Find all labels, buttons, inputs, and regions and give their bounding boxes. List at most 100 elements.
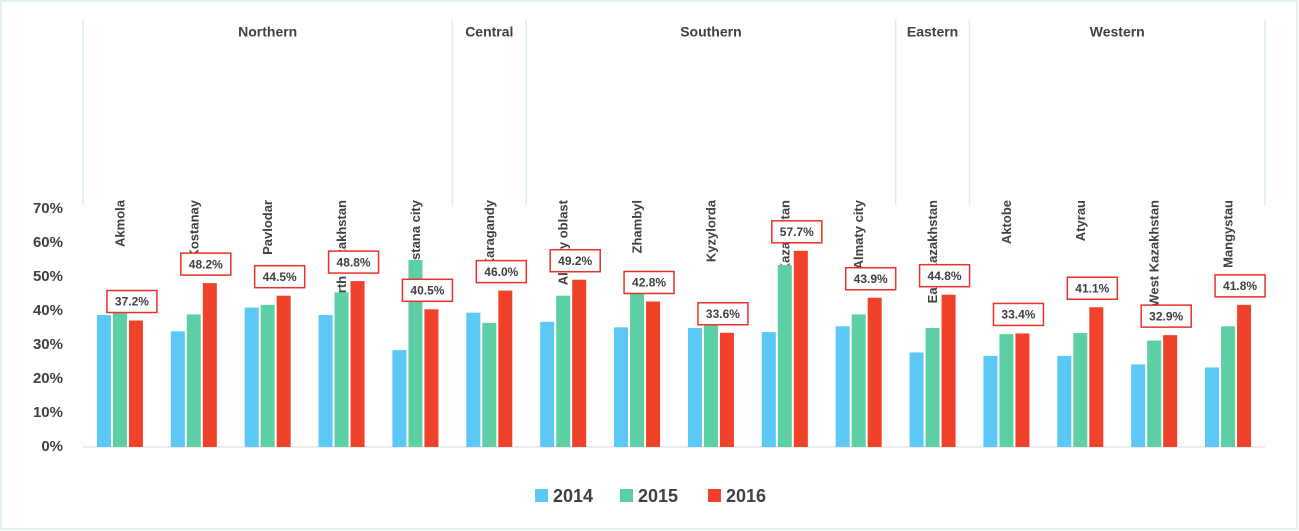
bar [540, 321, 555, 447]
group-label: Southern [680, 24, 741, 40]
bar [1073, 333, 1088, 447]
bar [835, 326, 850, 447]
bar [703, 307, 718, 447]
bar [186, 314, 201, 447]
bar [424, 309, 439, 447]
data-label-box [623, 270, 675, 295]
data-label: 46.0% [484, 265, 518, 279]
bar [646, 301, 661, 447]
data-label-box [475, 259, 528, 284]
bar [614, 327, 629, 447]
data-label-box [1214, 274, 1266, 298]
bar [793, 250, 808, 447]
legend-label: 2016 [726, 486, 766, 506]
y-tick-label: 10% [33, 404, 63, 421]
data-label: 44.8% [928, 269, 962, 283]
data-label: 41.8% [1223, 279, 1257, 293]
bar [1147, 340, 1162, 447]
data-label-box [771, 220, 823, 244]
bar [334, 292, 349, 447]
data-label: 33.4% [1001, 308, 1035, 322]
data-label: 37.2% [115, 295, 149, 309]
bar [630, 290, 645, 447]
bar [925, 328, 940, 447]
data-label-box [180, 252, 232, 276]
bar [408, 260, 423, 447]
data-label-box [992, 302, 1045, 327]
y-tick-label: 30% [33, 336, 63, 353]
bar [128, 320, 143, 447]
y-tick-label: 40% [33, 302, 63, 319]
bar [170, 331, 185, 447]
bar [1131, 364, 1146, 447]
y-tick-label: 50% [33, 268, 63, 285]
data-label-box [1066, 276, 1119, 301]
data-label: 49.2% [558, 254, 592, 268]
bar [572, 279, 587, 447]
x-tick-label: Pavlodar [260, 200, 275, 255]
bar [392, 350, 407, 447]
data-label-box [918, 263, 971, 288]
bar [851, 314, 866, 447]
x-tick-label: Atyrau [1073, 200, 1088, 241]
x-tick-label: Almaty city [851, 199, 866, 269]
legend-label: 2014 [553, 486, 593, 506]
bar [96, 315, 111, 447]
data-label: 57.7% [780, 225, 814, 239]
data-label: 42.8% [632, 276, 666, 290]
data-label: 44.5% [263, 270, 297, 284]
bar [202, 283, 217, 447]
data-label: 33.6% [706, 307, 740, 321]
bar [350, 281, 365, 447]
bar [867, 297, 882, 447]
bar [1163, 335, 1178, 447]
bar [909, 352, 924, 447]
x-tick-label: Aktobe [999, 200, 1014, 244]
x-tick-label: Zhambyl [630, 200, 645, 253]
data-label-box [106, 289, 158, 314]
data-label-box [401, 278, 454, 303]
x-tick-label: Kostanay [186, 199, 201, 258]
x-tick-label: East Kazakhstan [925, 200, 940, 303]
x-tick-label: Kyzylorda [703, 199, 718, 262]
bar [466, 312, 481, 447]
bar [777, 265, 792, 447]
bar [687, 328, 702, 447]
x-tick-label: Astana city [408, 199, 423, 269]
group-label: Eastern [907, 24, 958, 40]
bar [276, 295, 291, 447]
group-label: Central [465, 24, 513, 40]
legend-label: 2015 [638, 486, 678, 506]
data-label: 32.9% [1149, 309, 1183, 323]
y-tick-label: 60% [33, 234, 63, 251]
bar [482, 322, 497, 447]
data-label-box [1140, 304, 1192, 328]
data-label: 48.8% [337, 255, 371, 269]
bar [999, 334, 1014, 447]
data-label-box [697, 302, 749, 326]
bar [719, 332, 734, 447]
bar [556, 295, 571, 447]
bar [941, 294, 956, 447]
bar [260, 304, 275, 447]
data-label-box [327, 250, 380, 274]
data-label: 48.2% [189, 257, 223, 271]
y-tick-label: 20% [33, 370, 63, 387]
bar [1205, 367, 1220, 447]
legend-swatch [708, 489, 721, 502]
bar [112, 297, 127, 447]
legend-swatch [620, 489, 633, 502]
bar [761, 332, 776, 447]
x-tick-label: Akmola [112, 199, 127, 247]
bar [983, 355, 998, 447]
bar [1237, 304, 1252, 447]
data-label: 41.1% [1075, 281, 1109, 295]
x-tick-label: Karagandy [482, 199, 497, 267]
legend-swatch [535, 489, 548, 502]
y-tick-label: 70% [33, 200, 63, 217]
data-label-box [844, 266, 897, 291]
bar [1089, 307, 1104, 447]
group-label: Northern [238, 24, 297, 40]
bar [1015, 333, 1030, 447]
